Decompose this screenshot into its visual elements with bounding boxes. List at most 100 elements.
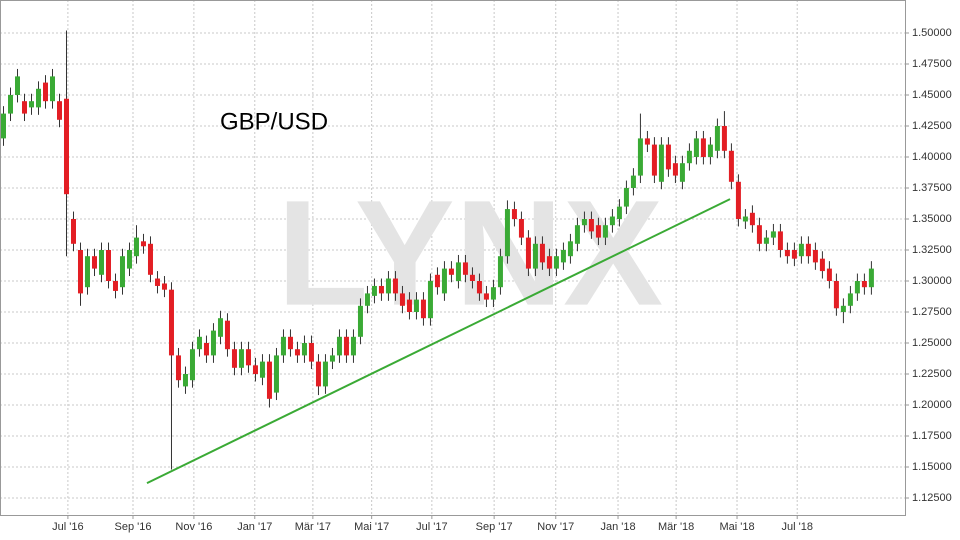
candle-body [623,187,629,207]
candle-body [812,249,818,263]
candle-body [847,293,853,306]
x-tick-label: Jul '16 [52,521,83,533]
x-tick-label: Jan '18 [600,521,635,533]
candle-body [168,289,174,356]
x-tick-label: Mär '18 [658,521,694,533]
x-tick-label: Nov '16 [175,521,212,533]
candle-body [413,299,419,313]
candle-body [693,138,699,157]
candle-body [483,293,489,300]
candle-body [203,343,209,356]
x-tick-label: Mai '17 [354,521,389,533]
plot-frame [0,0,906,516]
candle-body [819,258,825,272]
candle-body [182,374,188,387]
y-tick-label: 1.22500 [912,368,952,380]
y-tick-label: 1.12500 [912,492,952,504]
x-tick-label: Jul '18 [781,521,812,533]
candle-body [707,144,713,157]
y-tick-label: 1.25000 [912,337,952,349]
candle-body [224,320,230,350]
candle-body [217,318,223,337]
candle-body [210,330,216,356]
candle-body [98,249,104,275]
candle-body [868,268,874,288]
candle-body [756,225,762,244]
candle-body [476,280,482,294]
candles [0,30,874,470]
candle-body [378,285,384,294]
x-tick-label: Mai '18 [719,521,754,533]
candle-body [420,299,426,319]
candle-body [252,365,258,375]
candle-body [651,144,657,176]
candle-body [161,283,167,290]
candle-body [665,144,671,170]
candle-body [553,256,559,269]
candle-body [434,274,440,288]
candle-body [399,293,405,306]
candle-body [658,144,664,182]
candle-body [280,336,286,356]
candle-body [763,237,769,244]
candle-body [336,336,342,356]
candle-body [567,241,573,257]
candle-body [826,268,832,281]
watermark: LYNX [277,169,663,337]
candle-body [112,280,118,291]
candle-body [784,249,790,257]
candle-body [70,218,76,244]
candle-body [574,225,580,244]
candle-body [350,336,356,356]
candle-body [721,125,727,151]
candle-body [77,249,83,294]
candle-body [770,231,776,238]
y-tick-label: 1.17500 [912,430,952,442]
candle-body [539,243,545,263]
candle-body [63,98,69,195]
candle-body [448,268,454,275]
candle-body [14,76,20,95]
candle-body [301,343,307,356]
candle-body [728,150,734,182]
candle-body [287,336,293,350]
candle-body [791,249,797,259]
candle-body [91,256,97,269]
candle-body [49,76,55,102]
candle-body [686,150,692,164]
x-tick-label: Mär '17 [295,521,331,533]
candle-body [126,249,132,269]
candle-body [560,249,566,263]
candle-body [35,88,41,108]
candle-body [455,262,461,281]
candle-body [861,280,867,288]
candle-body [147,243,153,275]
candle-body [714,125,720,151]
candle-body [259,361,265,378]
candle-body [735,181,741,219]
candle-body [700,138,706,157]
candle-body [644,138,650,145]
candle-body [588,218,594,232]
candle-body [175,355,181,381]
candle-body [308,343,314,362]
candle-body [133,237,139,257]
candle-body [504,209,510,257]
candle-body [469,274,475,281]
candle-body [511,209,517,219]
candle-body [798,243,804,257]
candle-body [777,231,783,250]
y-tick-label: 1.42500 [912,120,952,132]
x-tick-label: Sep '16 [115,521,152,533]
candle-body [546,256,552,269]
y-tick-label: 1.27500 [912,306,952,318]
candle-body [490,287,496,300]
y-tick-label: 1.37500 [912,182,952,194]
candle-body [154,278,160,286]
candle-body [749,212,755,226]
y-tick-label: 1.45000 [912,89,952,101]
candle-body [609,216,615,226]
x-tick-label: Nov '17 [537,521,574,533]
candle-body [854,280,860,294]
